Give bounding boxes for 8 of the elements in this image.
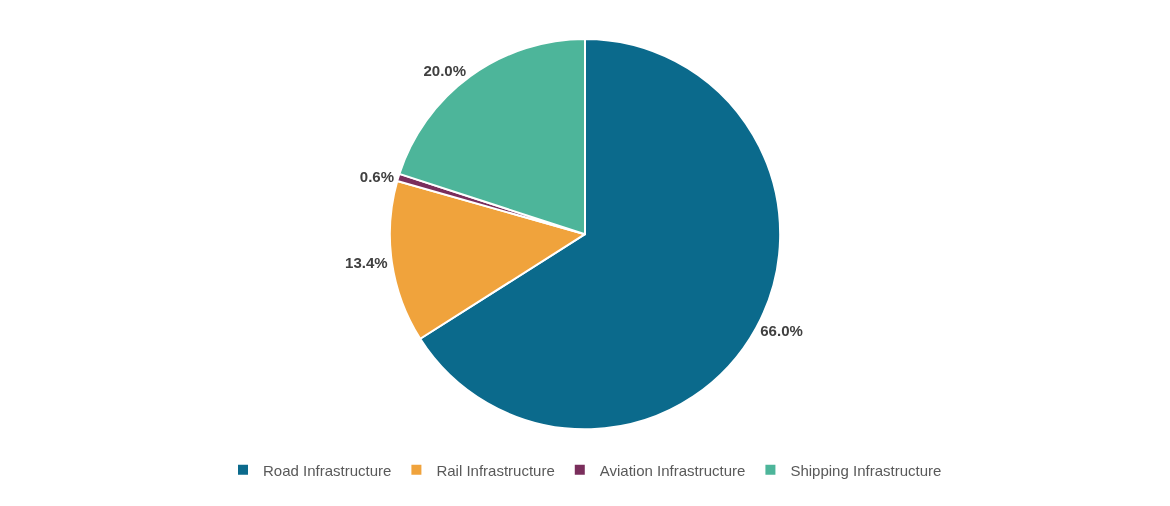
- legend-label: Shipping Infrastructure: [790, 461, 942, 479]
- legend-label: Road Infrastructure: [263, 461, 392, 479]
- data-label: 20.0%: [423, 62, 467, 80]
- data-label: 13.4%: [345, 253, 388, 271]
- legend-label: Rail Infrastructure: [436, 461, 555, 479]
- legend-label: Aviation Infrastructure: [599, 461, 746, 479]
- data-label: 0.6%: [359, 168, 395, 186]
- data-label: 66.0%: [760, 321, 803, 339]
